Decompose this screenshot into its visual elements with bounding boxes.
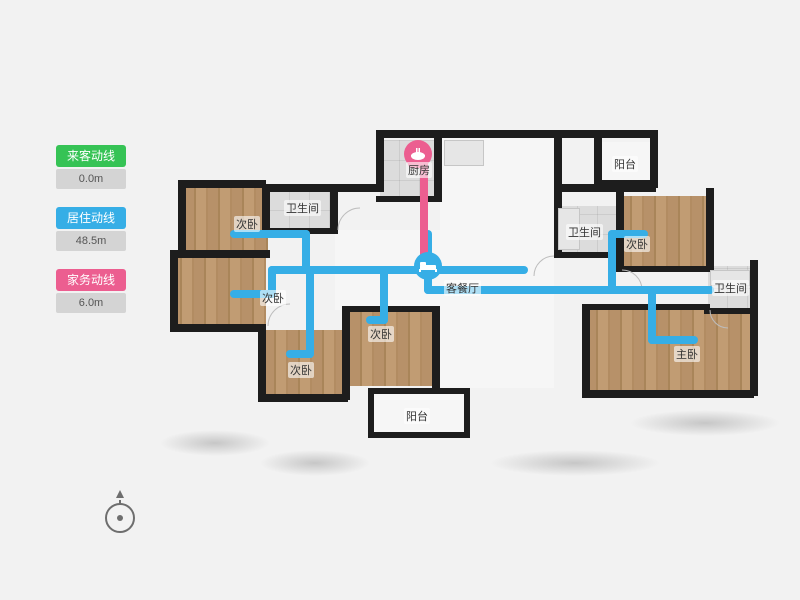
wall [616,266,714,272]
floorplan: 厨房卫生间阳台次卧卫生间次卧客餐厅卫生间次卧次卧次卧主卧阳台 [170,130,760,480]
wall [170,250,270,258]
room-label-master: 主卧 [674,346,700,362]
wall [368,388,468,394]
room-label-kitchen: 厨房 [406,162,432,178]
wall [432,306,440,392]
legend-value-guest: 0.0m [56,169,126,189]
wall [170,250,178,328]
wall [170,324,266,332]
wall [178,180,186,254]
path-living [306,266,314,358]
wall [342,306,436,312]
room-label-balcony2: 阳台 [404,408,430,424]
wall [368,432,470,438]
wall [330,184,338,232]
wall [376,130,658,138]
room-label-bed_ne: 次卧 [624,236,650,252]
room-label-balcony1: 阳台 [612,156,638,172]
legend-title-guest: 来客动线 [56,145,126,167]
legend-value-chore: 6.0m [56,293,126,313]
legend-item-guest: 来客动线 0.0m [56,145,126,189]
path-living [608,230,616,294]
wall [376,196,442,202]
shadow [490,450,660,476]
wall [594,180,656,186]
wall [750,314,758,396]
wall [376,130,384,192]
legend-title-living: 居住动线 [56,207,126,229]
wall [262,184,384,192]
room-label-bed_c: 次卧 [368,326,394,342]
shadow [260,450,370,476]
shadow [630,410,780,436]
room-label-bed_w1: 次卧 [260,290,286,306]
room-label-bath1: 卫生间 [284,200,321,216]
wall [258,324,266,400]
room-bed_c [350,310,434,386]
wall [258,394,348,402]
path-living [286,350,314,358]
wall [582,304,710,310]
legend-item-chore: 家务动线 6.0m [56,269,126,313]
room-living [440,138,554,388]
bed-node-icon [414,252,442,280]
legend-title-chore: 家务动线 [56,269,126,291]
furniture [444,140,484,166]
wall [706,188,714,270]
legend-value-living: 48.5m [56,231,126,251]
legend-item-living: 居住动线 48.5m [56,207,126,251]
path-living [366,316,388,324]
wall [464,388,470,436]
legend: 来客动线 0.0m 居住动线 48.5m 家务动线 6.0m [56,145,126,331]
room-label-bath2: 卫生间 [566,224,603,240]
wall [262,184,270,232]
room-label-living: 客餐厅 [444,280,481,296]
shadow [160,430,270,456]
room-label-bed_nw: 次卧 [234,216,260,232]
wall [434,136,442,202]
wall [594,136,602,184]
room-label-bath3: 卫生间 [712,280,749,296]
room-master [586,310,750,392]
compass-icon [100,490,140,540]
room-label-bed_sw: 次卧 [288,362,314,378]
path-living [648,336,698,344]
wall [582,304,590,396]
wall [342,306,350,400]
wall [582,390,754,398]
wall [178,180,266,188]
wall [368,388,374,436]
